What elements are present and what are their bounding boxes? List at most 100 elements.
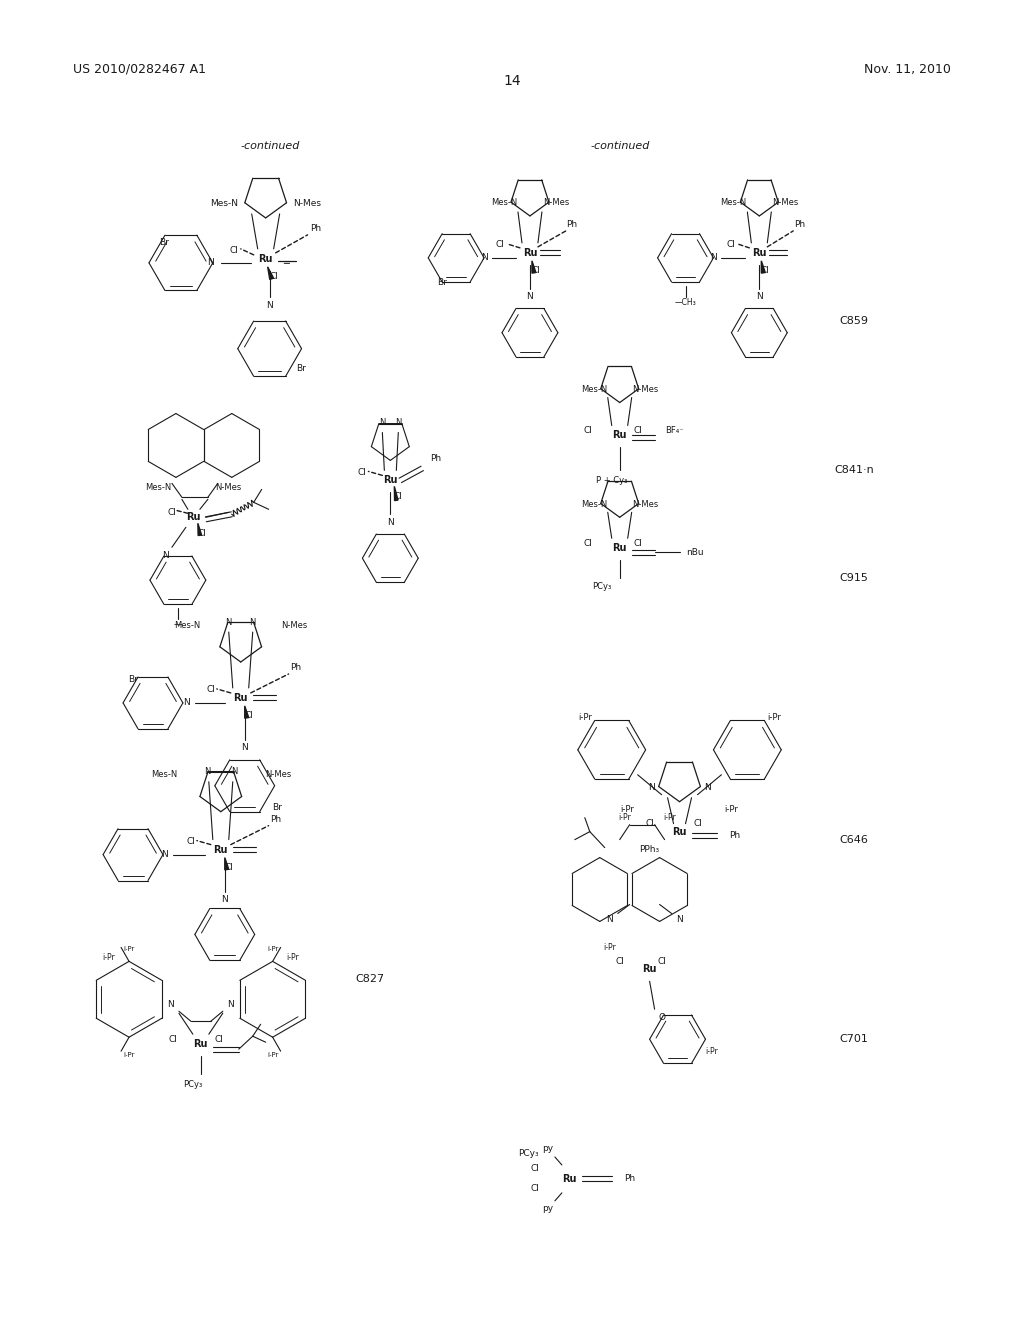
Text: N: N — [225, 618, 232, 627]
Text: i-Pr: i-Pr — [767, 713, 781, 722]
Polygon shape — [245, 706, 249, 718]
Text: US 2010/0282467 A1: US 2010/0282467 A1 — [73, 63, 206, 75]
Text: Cl: Cl — [727, 240, 736, 249]
Text: Cl: Cl — [645, 820, 654, 828]
Text: N: N — [250, 618, 256, 627]
Text: Cl: Cl — [584, 426, 592, 436]
Text: N: N — [710, 253, 717, 263]
Text: -continued: -continued — [241, 141, 300, 150]
Text: i-Pr: i-Pr — [664, 813, 676, 822]
Text: Mes-N: Mes-N — [581, 500, 607, 508]
Text: Cl: Cl — [358, 467, 367, 477]
Text: BF₄⁻: BF₄⁻ — [666, 426, 684, 436]
Text: i-Pr: i-Pr — [621, 805, 635, 814]
Text: P + Cy₃: P + Cy₃ — [596, 477, 628, 484]
Text: Ph: Ph — [430, 454, 440, 463]
Polygon shape — [267, 267, 273, 280]
Polygon shape — [225, 858, 228, 870]
Text: i-Pr: i-Pr — [267, 1052, 279, 1059]
Text: Ru: Ru — [522, 248, 538, 257]
Text: PCy₃: PCy₃ — [183, 1080, 203, 1089]
Text: Cl: Cl — [269, 272, 279, 281]
Text: Cl: Cl — [693, 820, 701, 828]
Text: i-Pr: i-Pr — [578, 713, 592, 722]
Text: N: N — [480, 253, 487, 263]
Text: C841·n: C841·n — [835, 466, 873, 475]
Text: Cl: Cl — [207, 685, 215, 694]
Text: Br: Br — [437, 279, 447, 288]
Polygon shape — [761, 261, 765, 273]
Text: N: N — [395, 418, 401, 426]
Text: PCy₃: PCy₃ — [592, 582, 611, 590]
Text: N-Mes: N-Mes — [772, 198, 799, 207]
Text: Cl: Cl — [198, 529, 206, 537]
Text: N: N — [756, 292, 763, 301]
Text: N: N — [526, 292, 534, 301]
Text: Mes-N: Mes-N — [175, 620, 201, 630]
Text: Mes-N: Mes-N — [144, 483, 171, 492]
Text: N-Mes: N-Mes — [294, 199, 322, 209]
Text: Ph: Ph — [624, 1175, 635, 1184]
Text: C646: C646 — [840, 834, 868, 845]
Polygon shape — [394, 486, 398, 500]
Text: N: N — [387, 517, 393, 527]
Text: N: N — [242, 743, 248, 752]
Text: N: N — [379, 418, 386, 426]
Text: Ru: Ru — [194, 1039, 208, 1049]
Text: Ph: Ph — [270, 816, 282, 824]
Text: i-Pr: i-Pr — [123, 946, 135, 953]
Text: N: N — [183, 698, 190, 708]
Text: N: N — [204, 767, 210, 776]
Text: Ru: Ru — [186, 512, 201, 523]
Text: N: N — [676, 915, 683, 924]
Text: N: N — [227, 999, 234, 1008]
Text: nBu: nBu — [686, 548, 703, 557]
Text: i-Pr: i-Pr — [603, 942, 616, 952]
Text: N: N — [705, 783, 711, 792]
Text: N-Mes: N-Mes — [281, 620, 307, 630]
Text: py: py — [543, 1144, 553, 1154]
Text: Cl: Cl — [530, 1164, 540, 1173]
Text: N-Mes: N-Mes — [264, 771, 291, 779]
Text: 14: 14 — [503, 74, 521, 88]
Text: i-Pr: i-Pr — [123, 1052, 135, 1059]
Text: ═: ═ — [283, 257, 289, 268]
Text: C827: C827 — [355, 974, 385, 985]
Text: Cl: Cl — [496, 240, 505, 249]
Text: Ph: Ph — [566, 220, 578, 230]
Text: N: N — [266, 301, 273, 310]
Text: Cl: Cl — [245, 711, 253, 721]
Text: Ru: Ru — [562, 1173, 578, 1184]
Text: Cl: Cl — [530, 1184, 540, 1193]
Text: Mes-N: Mes-N — [581, 385, 607, 395]
Text: C859: C859 — [840, 315, 868, 326]
Text: Cl: Cl — [168, 508, 176, 517]
Text: N: N — [231, 767, 238, 776]
Text: -continued: -continued — [590, 141, 649, 150]
Text: Br: Br — [296, 364, 305, 374]
Text: Ru: Ru — [258, 253, 273, 264]
Text: Ph: Ph — [310, 224, 322, 234]
Text: Cl: Cl — [186, 837, 196, 846]
Text: Cl: Cl — [394, 492, 402, 500]
Text: N-Mes: N-Mes — [215, 483, 241, 492]
Text: Br: Br — [271, 803, 282, 812]
Text: i-Pr: i-Pr — [102, 953, 116, 962]
Text: Cl: Cl — [531, 267, 541, 276]
Text: N: N — [168, 999, 174, 1008]
Text: N: N — [606, 915, 613, 924]
Text: Br: Br — [159, 239, 169, 247]
Text: N: N — [221, 895, 228, 904]
Text: N-Mes: N-Mes — [543, 198, 569, 207]
Text: Ru: Ru — [233, 693, 248, 704]
Text: i-Pr: i-Pr — [724, 805, 738, 814]
Text: Cl: Cl — [169, 1035, 177, 1044]
Text: —CH₃: —CH₃ — [675, 298, 696, 308]
Text: —: — — [174, 620, 182, 630]
Text: N: N — [162, 850, 168, 859]
Text: py: py — [543, 1204, 553, 1213]
Text: Ph: Ph — [794, 220, 805, 230]
Text: Cl: Cl — [214, 1035, 223, 1044]
Text: Ru: Ru — [612, 430, 627, 441]
Text: Mes-N: Mes-N — [210, 199, 238, 209]
